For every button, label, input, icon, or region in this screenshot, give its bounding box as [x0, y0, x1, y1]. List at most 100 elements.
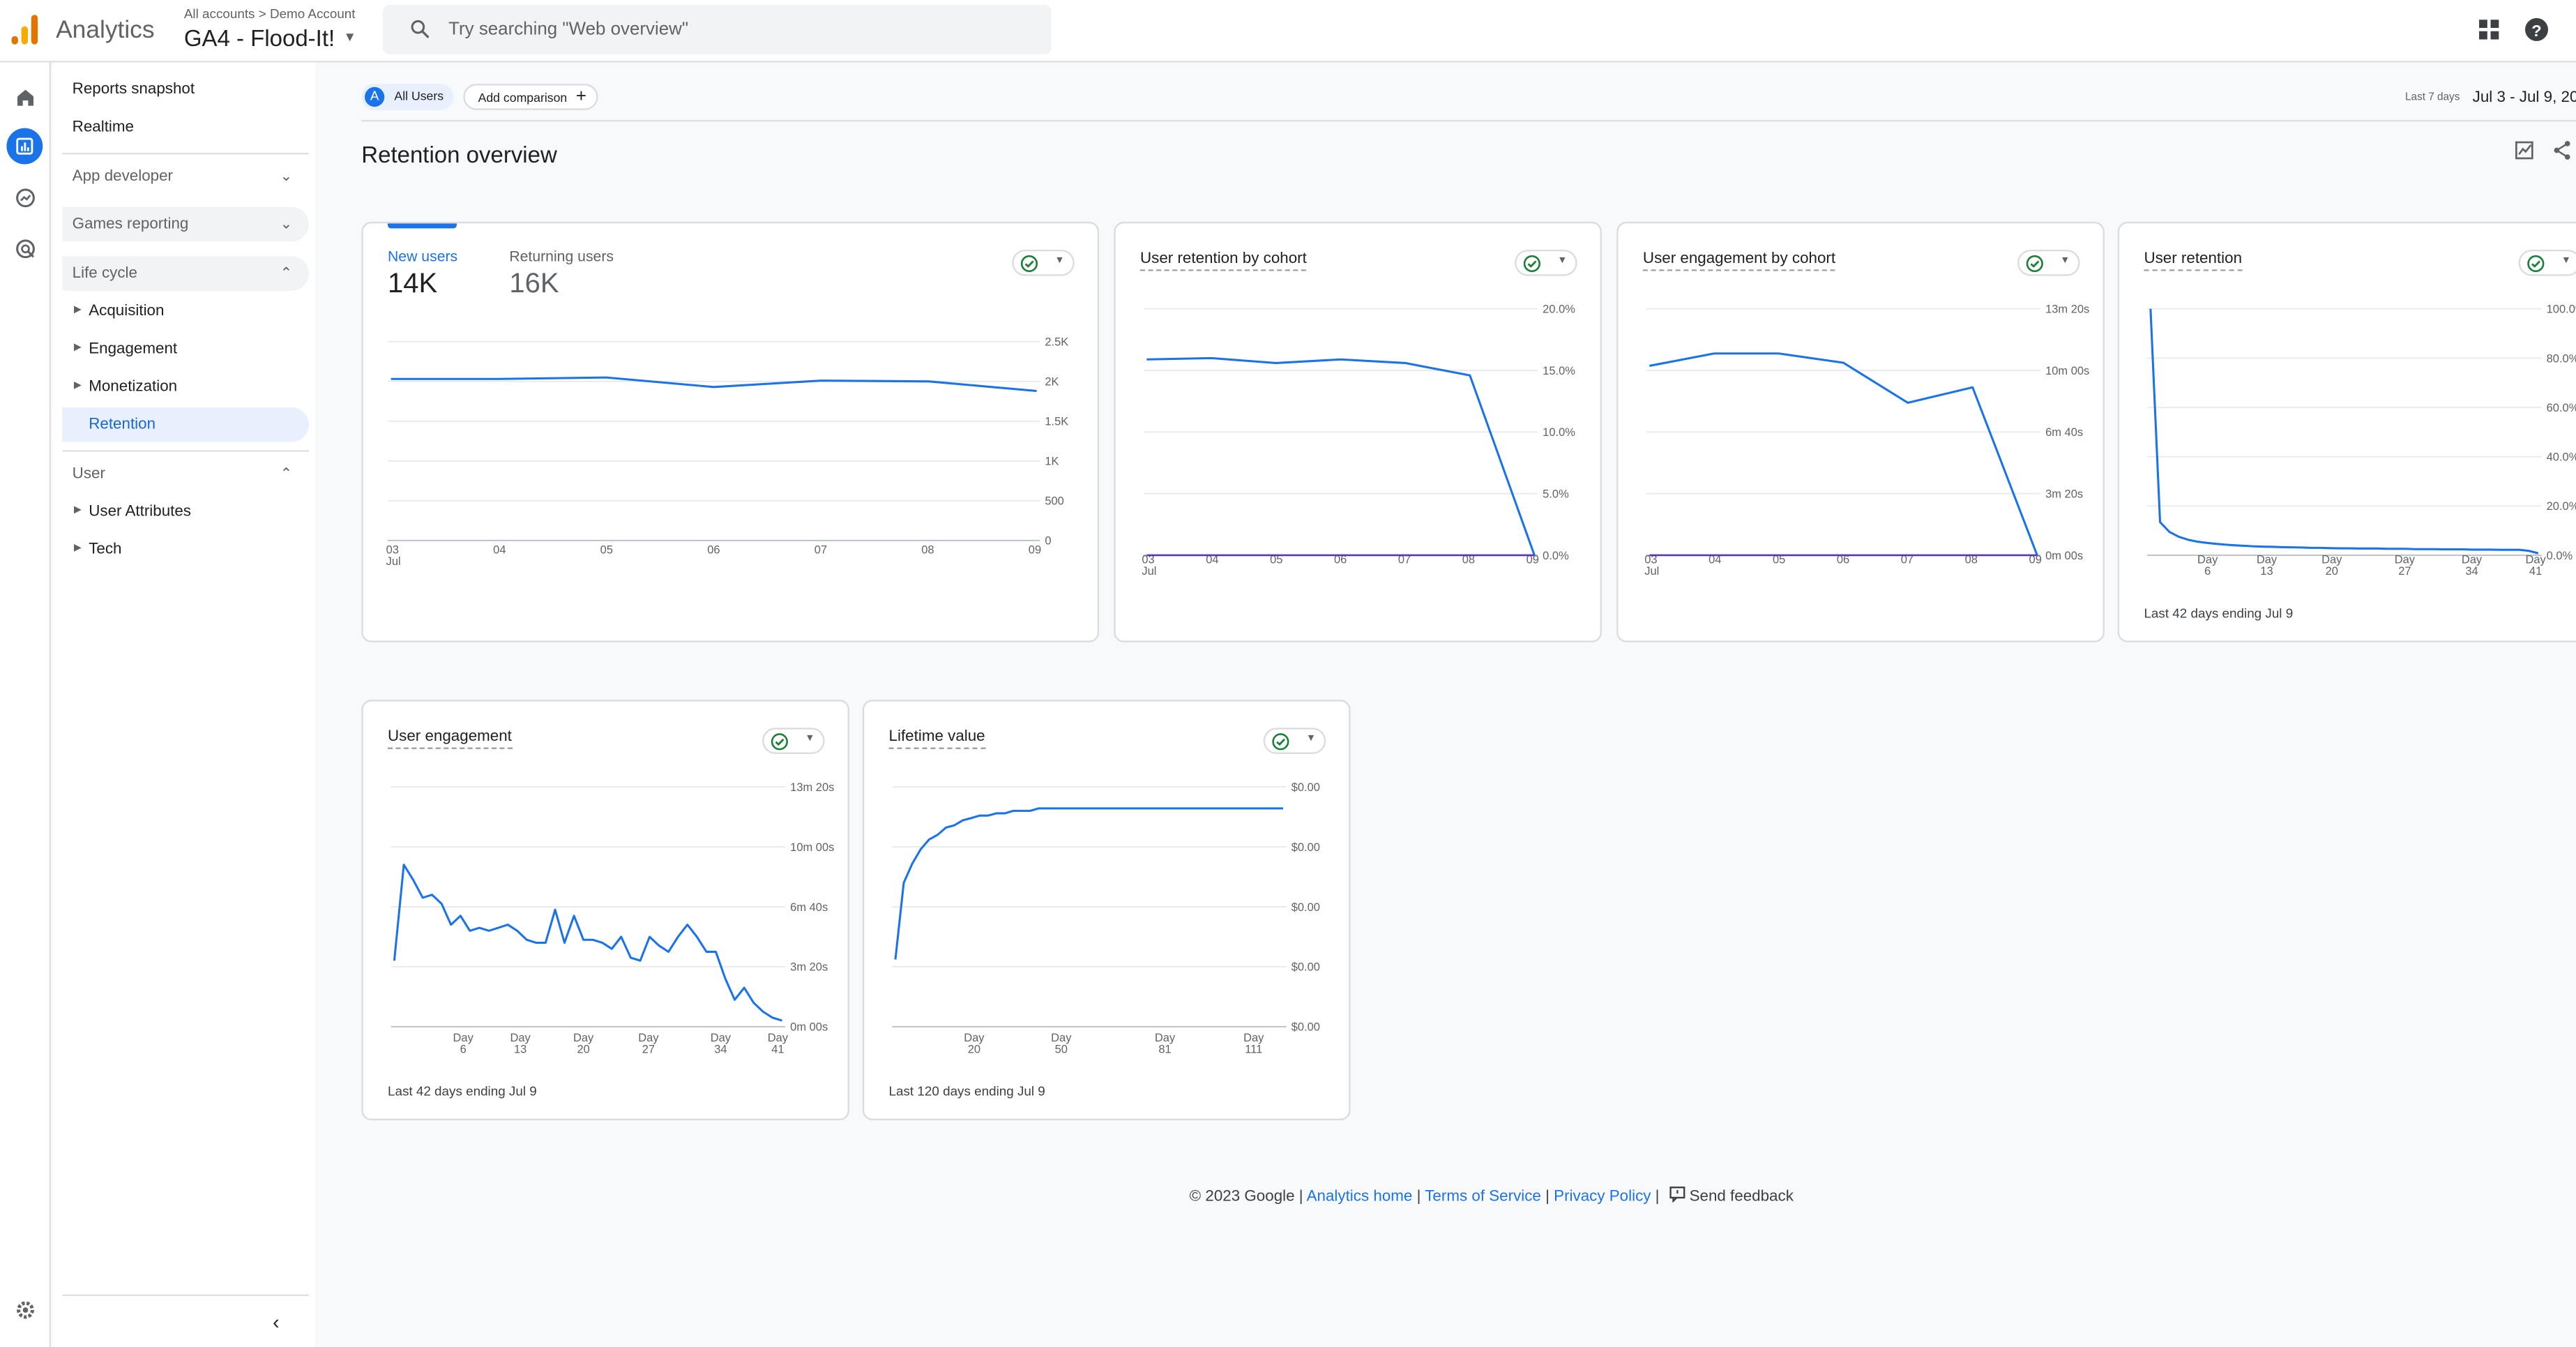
x-tick-label: Day — [711, 1032, 732, 1044]
x-tick-sublabel: 6 — [460, 1043, 467, 1055]
card-title[interactable]: User engagement by cohort — [1642, 250, 1836, 271]
x-tick-sublabel: Jul — [1644, 565, 1659, 578]
metric-new-users: 14K — [387, 267, 438, 299]
nav-section-user[interactable]: User ⌃ — [63, 457, 309, 491]
nav-item-retention[interactable]: Retention — [62, 407, 309, 442]
x-tick-label: 04 — [1709, 554, 1721, 566]
nav-item-acquisition[interactable]: ▶ Acquisition — [63, 294, 309, 329]
y-tick-label: 10m 00s — [2045, 365, 2089, 377]
card-title[interactable]: User retention — [2144, 250, 2243, 271]
nav-section-app-developer[interactable]: App developer ⌄ — [63, 159, 309, 193]
chevron-down-icon: ⌄ — [280, 215, 293, 232]
nav-section-label: User — [72, 465, 105, 483]
link-analytics-home[interactable]: Analytics home — [1306, 1187, 1413, 1206]
y-tick-label: 1K — [1045, 456, 1059, 468]
status-dropdown[interactable]: ▼ — [762, 728, 825, 754]
settings-icon[interactable] — [6, 1291, 43, 1327]
series-line-primary — [894, 807, 1283, 960]
property-selector[interactable]: GA4 - Flood-It! — [183, 24, 335, 52]
x-tick-label: 09 — [2029, 554, 2042, 566]
advertising-icon[interactable] — [6, 230, 43, 266]
reports-icon[interactable] — [6, 128, 43, 165]
send-feedback-link[interactable]: Send feedback — [1689, 1187, 1794, 1206]
page-title: Retention overview — [361, 141, 557, 168]
nav-item-engagement[interactable]: ▶ Engagement — [63, 332, 309, 366]
x-tick-sublabel: 27 — [642, 1043, 655, 1055]
check-circle-icon — [1523, 255, 1540, 273]
y-tick-label: 80.0% — [2547, 352, 2576, 365]
x-tick-label: 05 — [600, 544, 613, 557]
add-comparison-button[interactable]: Add comparison + — [463, 84, 598, 110]
card-footer-range: Last 120 days ending Jul 9 — [888, 1084, 1045, 1099]
x-tick-sublabel: 13 — [514, 1043, 526, 1055]
x-tick-label: 05 — [1270, 554, 1282, 566]
search-bar[interactable] — [382, 5, 1052, 54]
date-range-picker[interactable]: Jul 3 - Jul 9, 2023 — [2472, 89, 2576, 107]
expand-arrow-icon: ▶ — [74, 381, 82, 391]
search-input[interactable] — [448, 15, 1024, 45]
property-dropdown-icon[interactable]: ▼ — [343, 29, 357, 45]
header-divider — [361, 119, 2576, 122]
card-title[interactable]: User retention by cohort — [1139, 250, 1307, 271]
top-bar: Analytics All accounts > Demo Account GA… — [0, 0, 2576, 63]
nav-section-label: Games reporting — [72, 215, 189, 234]
y-tick-label: 20.0% — [2547, 500, 2576, 513]
share-icon[interactable] — [2552, 140, 2573, 161]
status-dropdown[interactable]: ▼ — [1515, 249, 1577, 276]
card-user-retention: User retention ▼ 100.0%80.0%60.0%40.0%20… — [2117, 221, 2576, 642]
icon-rail — [0, 62, 52, 1347]
apps-grid-icon[interactable] — [2476, 17, 2502, 43]
y-tick-label: 0.0% — [1543, 550, 1569, 562]
series-line-primary — [1146, 356, 1536, 556]
card-title[interactable]: Lifetime value — [888, 728, 985, 749]
nav-item-user-attributes[interactable]: ▶ User Attributes — [63, 495, 309, 529]
x-tick-sublabel: 34 — [2465, 565, 2478, 578]
expand-arrow-icon: ▶ — [74, 306, 82, 316]
chart-ltv: $0.00$0.00$0.00$0.00$0.00Day20Day50Day81… — [892, 781, 1320, 1055]
nav-reports-snapshot[interactable]: Reports snapshot — [72, 80, 195, 99]
status-dropdown[interactable]: ▼ — [2518, 249, 2576, 276]
home-icon[interactable] — [6, 79, 43, 115]
y-tick-label: 0m 00s — [790, 1021, 828, 1034]
customize-report-icon[interactable] — [2514, 140, 2536, 161]
segment-chip-all-users[interactable]: A All Users — [361, 84, 454, 110]
help-icon[interactable]: ? — [2524, 17, 2550, 43]
x-tick-label: 03 — [386, 544, 399, 557]
link-terms-of-service[interactable]: Terms of Service — [1425, 1187, 1541, 1206]
x-tick-sublabel: 111 — [1245, 1043, 1262, 1055]
nav-section-games-reporting[interactable]: Games reporting ⌄ — [62, 206, 309, 242]
plus-icon: + — [575, 86, 587, 107]
x-tick-label: 06 — [1334, 554, 1347, 566]
status-dropdown[interactable]: ▼ — [1012, 249, 1075, 276]
nav-item-tech[interactable]: ▶ Tech — [63, 532, 309, 566]
explore-icon[interactable] — [6, 179, 43, 216]
nav-item-monetization[interactable]: ▶ Monetization — [63, 370, 309, 404]
link-privacy-policy[interactable]: Privacy Policy — [1554, 1187, 1651, 1206]
nav-divider — [62, 1294, 309, 1297]
nav-item-label: User Attributes — [89, 502, 192, 521]
card-footer-range: Last 42 days ending Jul 9 — [387, 1084, 537, 1099]
check-circle-icon — [1272, 733, 1289, 751]
analytics-logo[interactable] — [10, 13, 39, 46]
tab-returning-users[interactable]: Returning users — [509, 248, 614, 265]
nav-realtime[interactable]: Realtime — [72, 118, 135, 137]
account-breadcrumb[interactable]: All accounts > Demo Account — [183, 6, 356, 22]
x-tick-label: Day — [964, 1032, 985, 1044]
segment-label: All Users — [394, 89, 444, 104]
footer-separator: | — [1416, 1187, 1421, 1206]
feedback-icon[interactable] — [1669, 1186, 1685, 1203]
nav-section-life-cycle[interactable]: Life cycle ⌃ — [62, 256, 309, 291]
tab-new-users[interactable]: New users — [387, 248, 458, 265]
y-tick-label: 100.0% — [2547, 303, 2576, 316]
card-title[interactable]: User engagement — [387, 728, 512, 749]
collapse-nav-icon[interactable]: ‹ — [273, 1311, 280, 1334]
main-content: A All Users Add comparison + Last 7 days… — [315, 62, 2576, 1347]
status-dropdown[interactable]: ▼ — [2017, 249, 2080, 276]
y-tick-label: 500 — [1045, 495, 1063, 508]
card-retention-by-cohort: User retention by cohort ▼ 20.0% 15.0% 10.… — [1114, 221, 1603, 642]
y-tick-label: 40.0% — [2547, 451, 2576, 464]
expand-arrow-icon: ▶ — [74, 543, 82, 554]
x-tick-label: 07 — [1398, 554, 1411, 566]
x-tick-label: 06 — [1837, 554, 1849, 566]
status-dropdown[interactable]: ▼ — [1263, 728, 1326, 754]
